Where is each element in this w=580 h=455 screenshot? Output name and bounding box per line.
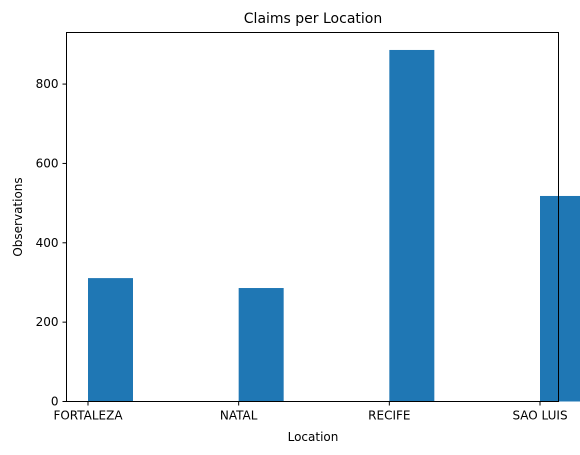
x-tick-label: SAO LUIS (512, 409, 567, 423)
y-tick-label: 400 (36, 236, 59, 250)
bar-recife (389, 49, 435, 402)
y-tick-label: 200 (36, 315, 59, 329)
bar-fortaleza (88, 278, 133, 402)
bar-natal (238, 288, 284, 402)
y-axis-label: Observations (11, 177, 25, 256)
x-ticks-group: FORTALEZA NATAL RECIFE SAO LUIS (53, 401, 568, 423)
x-tick-label: FORTALEZA (53, 409, 123, 423)
bars-group (88, 49, 580, 402)
y-tick-label: 800 (36, 77, 59, 91)
x-tick-label: NATAL (220, 409, 258, 423)
chart-title: Claims per Location (244, 11, 382, 27)
x-axis-label: Location (288, 430, 339, 444)
y-tick-label: 600 (36, 156, 59, 170)
x-tick-label: RECIFE (368, 409, 410, 423)
bar-sao-luis (540, 195, 580, 402)
y-ticks-group: 0 200 400 600 800 (36, 77, 67, 409)
y-tick-label: 0 (51, 395, 59, 409)
plot-frame (66, 32, 559, 402)
